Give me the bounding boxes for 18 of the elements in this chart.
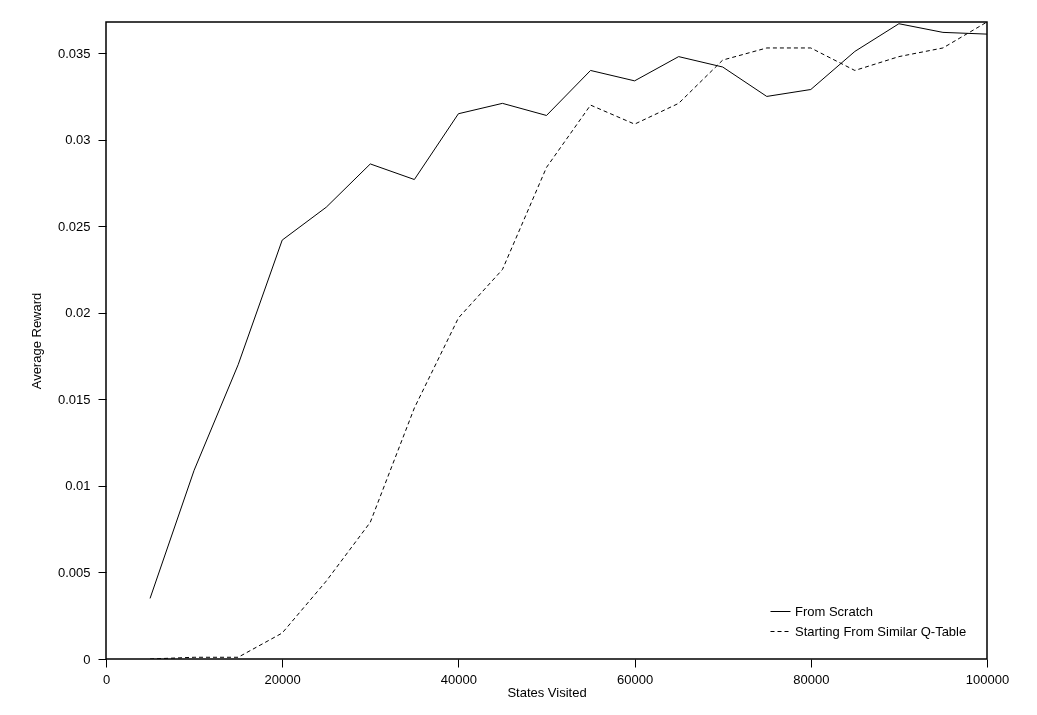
- x-tick-label: 20000: [264, 671, 301, 687]
- x-tick-label: 60000: [617, 671, 654, 687]
- x-tick-label: 40000: [440, 671, 477, 687]
- y-tick-label: 0.025: [57, 218, 91, 234]
- y-tick-label: 0.01: [65, 478, 91, 494]
- x-tick-label: 100000: [965, 671, 1010, 687]
- y-axis-title: Average Reward: [28, 292, 44, 390]
- legend-label: Starting From Similar Q-Table: [795, 623, 967, 639]
- y-tick-label: 0.02: [65, 305, 91, 321]
- legend-label: From Scratch: [795, 603, 874, 619]
- x-tick-label: 0: [102, 671, 111, 687]
- y-tick-label: 0.035: [57, 45, 91, 61]
- y-tick-label: 0.005: [57, 564, 91, 580]
- y-tick-label: 0.03: [65, 132, 91, 148]
- x-axis-title: States Visited: [507, 684, 587, 700]
- y-tick-label: 0.015: [57, 391, 91, 407]
- y-tick-label: 0: [83, 651, 91, 667]
- x-tick-label: 80000: [793, 671, 830, 687]
